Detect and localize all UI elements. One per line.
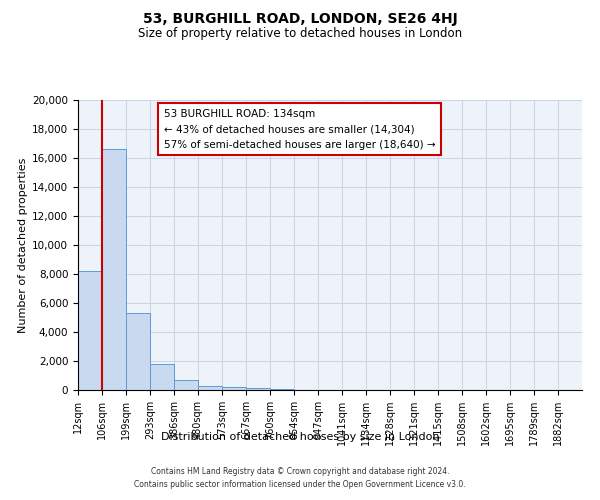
Y-axis label: Number of detached properties: Number of detached properties xyxy=(18,158,28,332)
Bar xyxy=(78,271,102,390)
Text: Contains public sector information licensed under the Open Government Licence v3: Contains public sector information licen… xyxy=(134,480,466,489)
Text: 53 BURGHILL ROAD: 134sqm
← 43% of detached houses are smaller (14,304)
57% of se: 53 BURGHILL ROAD: 134sqm ← 43% of detach… xyxy=(164,108,436,150)
Text: Distribution of detached houses by size in London: Distribution of detached houses by size … xyxy=(161,432,439,442)
Bar xyxy=(174,380,198,390)
Text: Contains HM Land Registry data © Crown copyright and database right 2024.: Contains HM Land Registry data © Crown c… xyxy=(151,467,449,476)
Bar xyxy=(222,387,246,390)
Bar xyxy=(150,364,174,390)
Text: Size of property relative to detached houses in London: Size of property relative to detached ho… xyxy=(138,28,462,40)
Bar xyxy=(270,388,294,390)
Bar xyxy=(126,313,150,390)
Text: 53, BURGHILL ROAD, LONDON, SE26 4HJ: 53, BURGHILL ROAD, LONDON, SE26 4HJ xyxy=(143,12,457,26)
Bar xyxy=(102,150,126,390)
Bar xyxy=(198,386,222,390)
Bar xyxy=(246,388,270,390)
